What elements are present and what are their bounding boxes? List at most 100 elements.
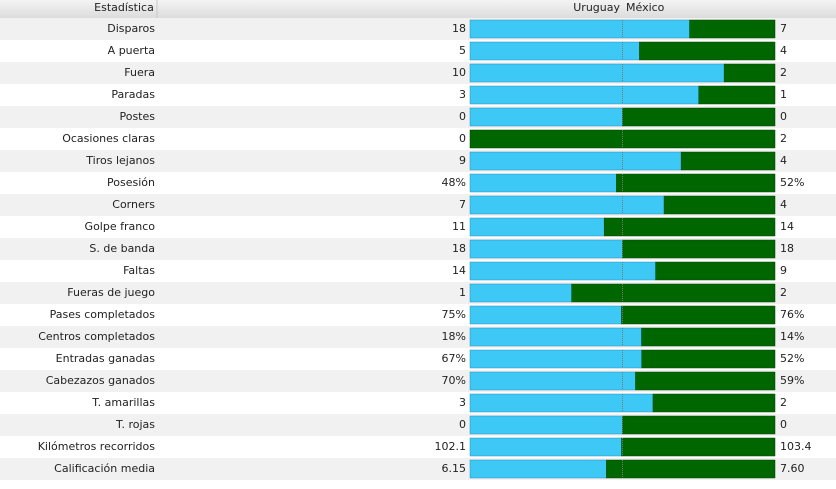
row-label: Corners <box>112 198 155 211</box>
value-label: 0 <box>459 132 466 145</box>
row-label: Centros completados <box>38 330 155 343</box>
row-label: S. de banda <box>89 242 155 255</box>
value-label: 7 <box>780 22 787 35</box>
row-label: A puerta <box>108 44 155 57</box>
value-label: 1 <box>780 88 787 101</box>
row-label: Entradas ganadas <box>56 352 156 365</box>
bar-segment <box>621 305 776 325</box>
value-label: 52% <box>780 176 804 189</box>
bar-segment <box>689 19 776 39</box>
row-label: Paradas <box>111 88 155 101</box>
bar-segment <box>469 217 605 237</box>
value-label: 0 <box>459 110 466 123</box>
bar-segment <box>571 283 776 303</box>
value-label: 14 <box>780 220 794 233</box>
bar-segment <box>606 459 776 479</box>
bar-segment <box>723 63 776 83</box>
row-label: Postes <box>119 110 155 123</box>
bar-segment <box>698 85 776 105</box>
value-label: 7 <box>459 198 466 211</box>
row-label: Kilómetros recorridos <box>38 440 156 453</box>
value-label: 1 <box>459 286 466 299</box>
value-label: 2 <box>780 286 787 299</box>
value-label: 14% <box>780 330 804 343</box>
bar-segment <box>641 327 776 347</box>
row-label: Calificación media <box>54 462 155 475</box>
column-header: Estadística <box>94 1 154 14</box>
value-label: 0 <box>459 418 466 431</box>
value-label: 102.1 <box>435 440 467 453</box>
value-label: 3 <box>459 396 466 409</box>
value-label: 48% <box>442 176 466 189</box>
bar-segment <box>469 393 654 413</box>
row-label: Disparos <box>107 22 155 35</box>
bar-segment <box>663 195 776 215</box>
bar-segment <box>469 415 623 435</box>
value-label: 103.4 <box>780 440 812 453</box>
value-label: 76% <box>780 308 804 321</box>
row-label: Ocasiones claras <box>62 132 155 145</box>
value-label: 10 <box>452 66 466 79</box>
row-label: Fuera <box>124 66 155 79</box>
value-label: 9 <box>459 154 466 167</box>
value-label: 18% <box>442 330 466 343</box>
row-label: Posesión <box>107 176 155 189</box>
bar-segment <box>603 217 776 237</box>
value-label: 6.15 <box>442 462 467 475</box>
bar-segment <box>469 173 617 193</box>
bar-segment <box>622 239 776 259</box>
row-label: Cabezazos ganados <box>46 374 156 387</box>
value-label: 18 <box>452 22 466 35</box>
bar-segment <box>469 195 665 215</box>
value-label: 59% <box>780 374 804 387</box>
header-bar <box>0 0 836 18</box>
bar-segment <box>469 63 725 83</box>
value-label: 4 <box>780 198 787 211</box>
bar-segment <box>469 349 642 369</box>
value-label: 7.60 <box>780 462 805 475</box>
value-label: 14 <box>452 264 466 277</box>
bar-segment <box>639 41 776 61</box>
value-label: 52% <box>780 352 804 365</box>
bar-segment <box>469 283 572 303</box>
value-label: 2 <box>780 66 787 79</box>
bar-segment <box>469 437 622 457</box>
value-label: 75% <box>442 308 466 321</box>
row-label: Golpe franco <box>85 220 156 233</box>
bar-segment <box>469 239 623 259</box>
value-label: 11 <box>452 220 466 233</box>
bar-segment <box>469 261 656 281</box>
bar-segment <box>622 415 776 435</box>
bar-segment <box>469 41 640 61</box>
value-label: 2 <box>780 396 787 409</box>
bar-segment <box>469 107 623 127</box>
bar-segment <box>469 459 607 479</box>
value-label: 5 <box>459 44 466 57</box>
bar-segment <box>652 393 776 413</box>
value-label: 2 <box>780 132 787 145</box>
legend-entry: México <box>626 1 665 14</box>
row-label: Faltas <box>123 264 155 277</box>
value-label: 0 <box>780 110 787 123</box>
bar-segment <box>680 151 776 171</box>
value-label: 18 <box>452 242 466 255</box>
row-label: T. amarillas <box>91 396 155 409</box>
bar-segment <box>469 85 699 105</box>
bar-segment <box>469 151 682 171</box>
bar-segment <box>469 371 636 391</box>
value-label: 3 <box>459 88 466 101</box>
legend-entry: Uruguay <box>573 1 620 14</box>
bar-segment <box>655 261 776 281</box>
bar-segment <box>616 173 776 193</box>
bar-segment <box>622 107 776 127</box>
bar-segment <box>469 305 622 325</box>
row-label: Fueras de juego <box>67 286 155 299</box>
bar-segment <box>635 371 776 391</box>
bar-segment <box>621 437 776 457</box>
value-label: 0 <box>780 418 787 431</box>
value-label: 4 <box>780 154 787 167</box>
bar-segment <box>641 349 776 369</box>
bar-segment <box>469 327 642 347</box>
value-label: 18 <box>780 242 794 255</box>
